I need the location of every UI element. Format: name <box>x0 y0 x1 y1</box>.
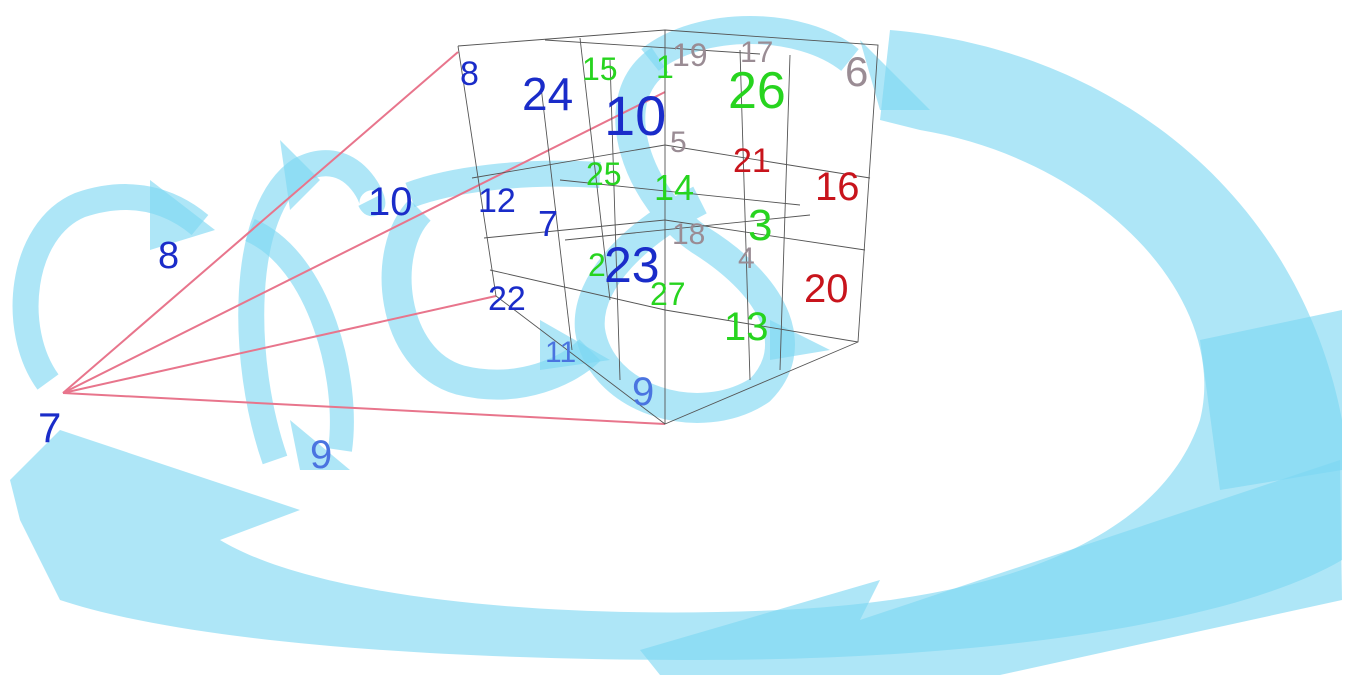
label-8: 8 <box>158 235 179 277</box>
cube-labels: 8 24 15 1 19 17 26 10 5 21 16 25 14 12 7… <box>460 36 860 349</box>
large-arrow-shadow <box>1200 310 1342 490</box>
projection-rays <box>62 51 666 425</box>
cube-label-20: 20 <box>804 267 849 311</box>
cube-label-2: 2 <box>588 247 606 283</box>
loop-arrow-second <box>238 140 386 470</box>
loop-arrow-second-head-bottom <box>290 420 350 470</box>
cube-label-4: 4 <box>738 242 755 275</box>
cube-label-7: 7 <box>538 203 558 244</box>
cube-label-19: 19 <box>672 37 708 73</box>
ray-to-top-left <box>62 51 459 394</box>
label-10: 10 <box>368 180 413 224</box>
label-7: 7 <box>38 404 61 451</box>
label-6: 6 <box>845 48 868 95</box>
cube-label-12: 12 <box>478 182 516 220</box>
cube-label-23: 23 <box>604 237 660 293</box>
loop-arrow-second-head-top <box>280 140 320 210</box>
cube-label-1: 1 <box>656 49 674 85</box>
loop-arrow-fourth-head-lower <box>770 320 830 360</box>
cube-label-26: 26 <box>728 62 786 120</box>
label-9: 9 <box>310 433 332 477</box>
cube-label-21: 21 <box>733 142 771 180</box>
ray-to-mid <box>62 295 497 394</box>
cube-label-14: 14 <box>654 167 694 208</box>
cube-label-16: 16 <box>815 165 860 209</box>
cube-label-24: 24 <box>522 68 573 120</box>
cube-label-15: 15 <box>582 51 618 87</box>
cube-label-3: 3 <box>748 201 772 250</box>
cube-label-13: 13 <box>724 305 769 349</box>
large-circular-arrow <box>10 30 1342 675</box>
ray-to-bottom <box>62 392 666 425</box>
cube-label-25: 25 <box>586 156 622 192</box>
cube-label-22: 22 <box>488 280 526 318</box>
ray-to-top-mid <box>62 91 666 394</box>
cube-wireframe <box>457 29 879 425</box>
cube-label-10: 10 <box>604 84 666 147</box>
cube-label-27: 27 <box>650 276 686 312</box>
label-9b: 9 <box>632 370 654 414</box>
label-11: 11 <box>545 336 576 369</box>
cube-label-5: 5 <box>670 126 687 159</box>
large-arrow-lower-segment <box>640 460 1342 675</box>
loop-arrow-left <box>12 180 215 390</box>
chain-labels: 7 8 9 10 11 9 6 <box>38 48 868 477</box>
cube-label-17: 17 <box>740 36 773 69</box>
cube-label-18: 18 <box>672 218 705 251</box>
loop-arrow-left-head <box>150 180 215 250</box>
cube-label-8: 8 <box>460 55 479 93</box>
